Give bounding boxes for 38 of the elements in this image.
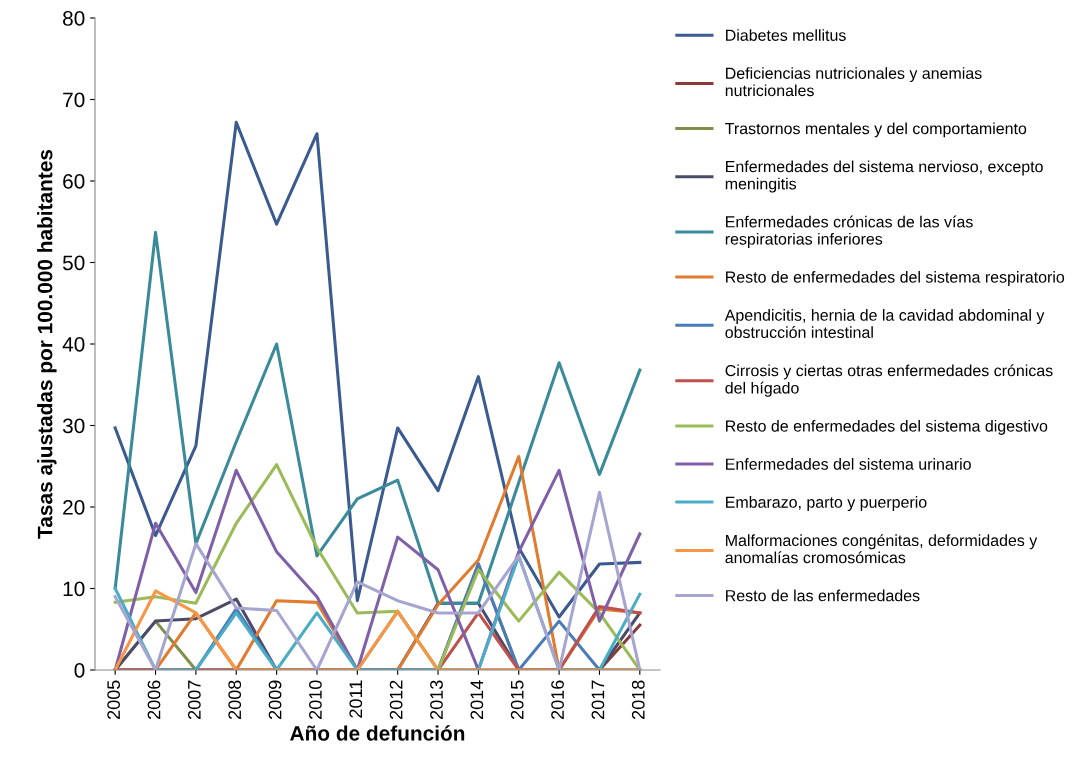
x-tick-label: 2009 [268, 680, 282, 719]
x-tick-label: 2008 [228, 680, 242, 719]
y-tick-label: 10 [63, 581, 85, 597]
legend-label: Embarazo, parto y puerperio [726, 496, 927, 511]
legend-label: Apendicitis, hernia de la cavidad abdominal y obstrucción intestinal [724, 309, 1045, 339]
legend-label: Diabetes mellitus [726, 29, 846, 41]
y-tick-label: 60 [63, 174, 85, 189]
y-tick-label: 50 [62, 255, 85, 271]
legend-label: Enfermedades crónicas de las vías respiratorias inferiores [725, 215, 973, 248]
legend-label: Malformaciones congénitas, deformidades y anomalías cromosómicas [725, 534, 1038, 564]
x-tick-label: 2005 [107, 680, 121, 719]
legend-label: Enfermedades del sistema nervioso, excepto meningitis [725, 160, 1043, 193]
y-tick-label: 0 [74, 663, 85, 678]
legend-label: Cirrosis y ciertas otras enfermedades crónicas del hígado [725, 364, 1053, 397]
x-tick-label: 2010 [309, 680, 322, 719]
legend-label: Enfermedades del sistema urinario [726, 458, 971, 470]
y-tick-label: 70 [63, 92, 85, 108]
y-axis-title: Tasas ajustadas por 100.000 habitantes [37, 149, 57, 539]
x-axis-title: Año de defunción [290, 725, 465, 741]
x-tick-label: 2017 [591, 680, 605, 719]
x-tick-label: 2011 [349, 680, 363, 718]
x-tick-label: 2006 [147, 680, 161, 719]
x-tick-label: 2018 [631, 680, 645, 719]
legend-label: Deficiencias nutricionales y anemias nutricionales [725, 67, 982, 97]
x-tick-label: 2014 [470, 680, 484, 719]
legend-label: Trastornos mentales y del comportamiento [725, 122, 1027, 138]
legend-label: Resto de enfermedades del sistema digestivo [726, 420, 1048, 435]
y-tick-label: 40 [62, 337, 85, 352]
x-tick-label: 2007 [187, 680, 201, 719]
y-tick-label: 20 [63, 500, 85, 515]
x-tick-label: 2016 [551, 680, 564, 719]
x-tick-label: 2015 [510, 680, 524, 719]
y-tick-label: 30 [62, 418, 85, 434]
legend-label: Resto de las enfermedades [726, 589, 920, 602]
y-tick-label: 80 [63, 11, 85, 26]
x-tick-label: 2013 [430, 680, 443, 719]
legend-label: Resto de enfermedades del sistema respiratorio [726, 271, 1065, 286]
x-tick-label: 2012 [389, 680, 403, 719]
